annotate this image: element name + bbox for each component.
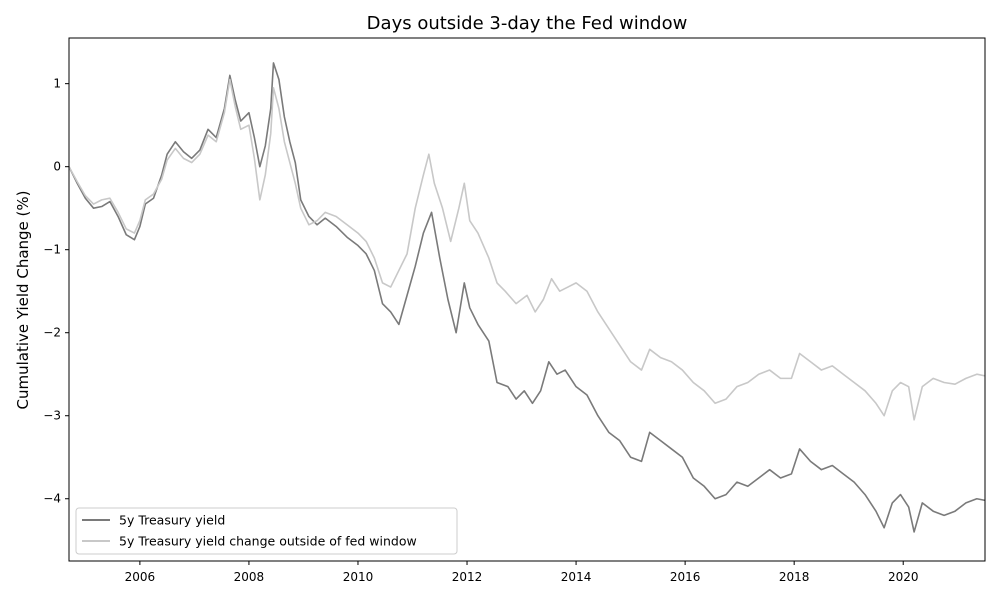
x-axis: 2006 2008 2010 2012 2014 2016 2018 2020 — [125, 561, 919, 584]
y-tick-label: −2 — [43, 326, 61, 340]
y-tick-label: 1 — [53, 77, 61, 91]
x-tick-label: 2014 — [561, 570, 592, 584]
plot-frame — [68, 37, 986, 562]
series-line-0 — [68, 62, 986, 533]
legend-box — [75, 507, 458, 555]
y-tick-label: −4 — [43, 492, 61, 506]
series-line-1 — [68, 78, 986, 421]
y-tick-label: −1 — [43, 243, 61, 257]
y-axis: 1 0 −1 −2 −3 −4 — [43, 77, 69, 506]
x-tick-label: 2010 — [343, 570, 374, 584]
x-tick-label: 2016 — [670, 570, 701, 584]
series-layer — [68, 62, 986, 533]
x-tick-label: 2018 — [779, 570, 810, 584]
y-axis-title: Cumulative Yield Change (%) — [14, 190, 32, 409]
y-tick-label: 0 — [53, 160, 61, 174]
legend: 5y Treasury yield 5y Treasury yield chan… — [75, 507, 458, 555]
x-tick-label: 2012 — [452, 570, 483, 584]
y-tick-label: −3 — [43, 409, 61, 423]
legend-label-5y-treasury-yield: 5y Treasury yield — [119, 513, 225, 528]
legend-label-outside-fed-window: 5y Treasury yield change outside of fed … — [119, 534, 417, 549]
x-tick-label: 2020 — [888, 570, 919, 584]
x-tick-label: 2008 — [234, 570, 265, 584]
chart-title: Days outside 3-day the Fed window — [367, 13, 688, 34]
x-tick-label: 2006 — [125, 570, 156, 584]
